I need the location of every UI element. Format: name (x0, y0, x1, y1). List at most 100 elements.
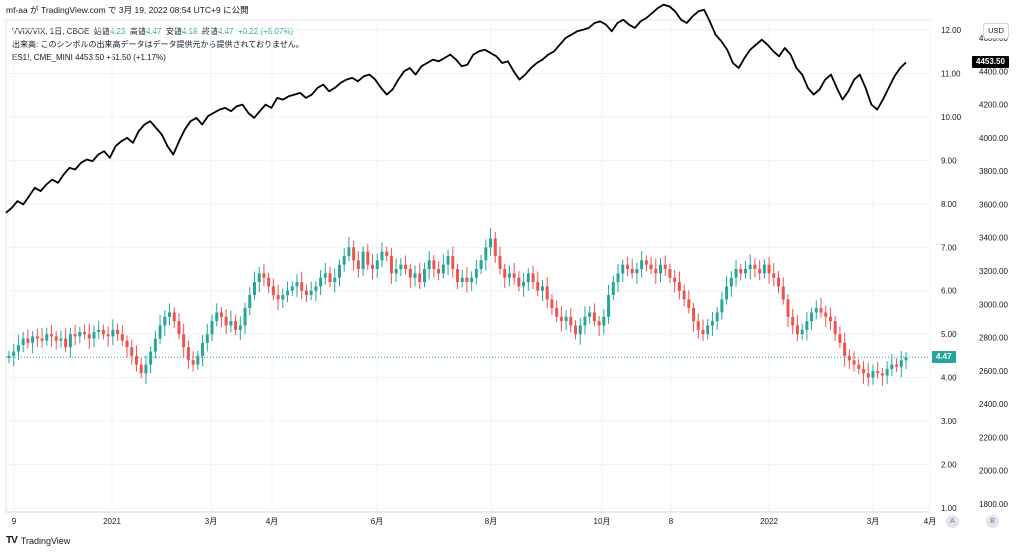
vvix-y-tick: 7.00 (941, 243, 957, 252)
candle-body (215, 312, 219, 322)
x-tick: 3月 (867, 517, 879, 526)
candle-body (507, 273, 511, 278)
candle-body (158, 325, 162, 339)
candle-body (224, 316, 228, 326)
candle-body (144, 364, 148, 374)
candle-body (333, 277, 337, 283)
candle-body (177, 321, 181, 335)
candle-body (418, 273, 422, 283)
candle-body (564, 316, 568, 322)
vvix-symbol[interactable]: VVIX/VIX, 1日, CBOE (12, 27, 90, 36)
candle-body (880, 373, 884, 376)
auto-scale-button[interactable]: A (946, 515, 959, 528)
candle-body (540, 286, 544, 291)
candle-body (295, 282, 299, 287)
log-scale-button[interactable]: B (986, 515, 999, 528)
candle-body (489, 238, 493, 248)
candle-body (342, 255, 346, 265)
candle-body (219, 312, 223, 317)
candle-body (54, 336, 58, 341)
candle-body (432, 260, 436, 269)
candle-body (191, 360, 195, 365)
candle-body (16, 345, 20, 352)
candle-body (31, 336, 35, 343)
vvix-low: 4.18 (181, 27, 198, 36)
candle-body (49, 334, 53, 337)
candle-body (800, 329, 804, 335)
candle-body (536, 282, 540, 291)
es-y-tick: 3800.00 (979, 167, 1008, 176)
candle-body (781, 286, 785, 300)
es-y-tick: 4200.00 (979, 101, 1008, 110)
candle-body (602, 316, 606, 326)
candle-body (847, 355, 851, 361)
candle-body (323, 273, 327, 278)
candle-body (460, 277, 464, 283)
candle-body (512, 273, 516, 278)
candle-body (574, 325, 578, 335)
candle-body (876, 371, 880, 374)
es-legend-row[interactable]: ES1!, CME_MINI 4453.50 +51.50 (+1.17%) (12, 53, 166, 62)
candle-body (12, 351, 16, 356)
es-y-tick: 3600.00 (979, 200, 1008, 209)
candle-body (182, 334, 186, 348)
candle-body (772, 273, 776, 278)
candle-body (356, 260, 360, 269)
candle-body (168, 312, 172, 317)
candle-body (668, 269, 672, 278)
candle-body (814, 308, 818, 313)
candle-body (134, 355, 138, 365)
candle-body (111, 329, 115, 337)
candle-body (640, 260, 644, 269)
candle-body (408, 269, 412, 278)
candle-body (262, 273, 266, 278)
candle-body (852, 360, 856, 365)
candle-body (78, 332, 82, 337)
vvix-high: 4.47 (145, 27, 162, 36)
candle-body (838, 334, 842, 343)
candle-body (659, 264, 663, 274)
vvix-change: +0.22 (+5.07%) (237, 27, 294, 36)
vvix-legend-row: VVIX/VIX, 1日, CBOE 始値4.23 高値4.47 安値4.18 … (12, 25, 304, 38)
candle-body (654, 269, 658, 274)
candle-body (243, 308, 247, 326)
candle-body (210, 321, 214, 335)
candle-body (866, 373, 870, 378)
es-line (5, 3, 907, 214)
candle-body (484, 247, 488, 261)
candle-body (304, 290, 308, 296)
candle-body (786, 299, 790, 317)
candle-body (309, 290, 313, 296)
x-tick: 3月 (205, 517, 217, 526)
candle-body (578, 325, 582, 335)
footer: TV TradingView (6, 535, 70, 546)
vvix-y-tick: 12.00 (941, 26, 962, 35)
footer-brand[interactable]: TradingView (20, 535, 71, 546)
candle-body (819, 308, 823, 313)
candle-body (635, 269, 639, 274)
candle-body (592, 312, 596, 322)
candle-body (186, 347, 190, 361)
vvix-open: 4.23 (109, 27, 126, 36)
candle-body (276, 295, 280, 300)
candle-body (616, 273, 620, 283)
candle-body (234, 321, 238, 330)
candle-body (470, 277, 474, 283)
candle-body (649, 264, 653, 269)
candle-body (545, 286, 549, 300)
candle-body (682, 290, 686, 300)
candle-body (314, 286, 318, 291)
candle-body (427, 260, 431, 269)
candle-body (257, 273, 261, 283)
candle-body (380, 251, 384, 261)
currency-button[interactable]: USD (983, 23, 1009, 39)
candle-body (153, 338, 157, 352)
candle-body (559, 316, 563, 322)
x-tick: 4月 (266, 517, 278, 526)
candle-body (857, 364, 861, 369)
candle-body (229, 321, 233, 326)
candle-body (805, 321, 809, 330)
legend: VVIX/VIX, 1日, CBOE 始値4.23 高値4.47 安値4.18 … (12, 25, 304, 64)
